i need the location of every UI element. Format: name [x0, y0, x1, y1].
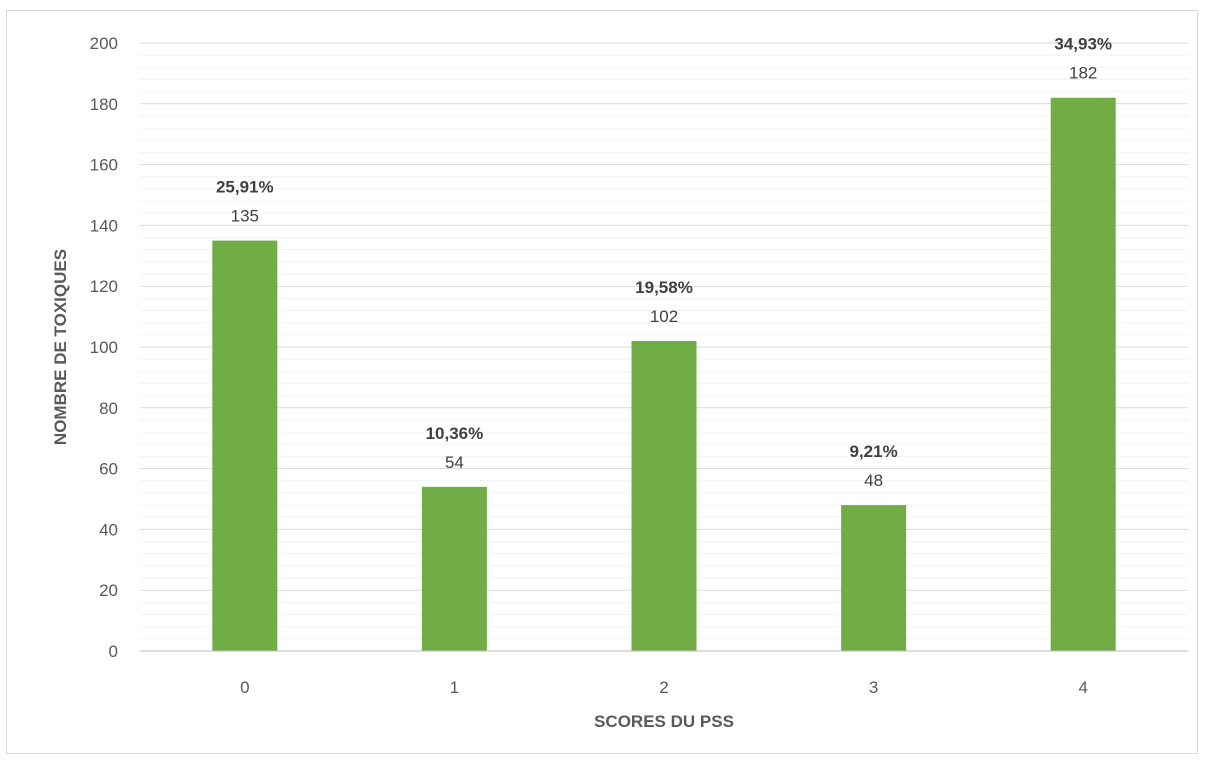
y-tick-label: 140 [90, 216, 118, 235]
value-label: 48 [864, 471, 883, 490]
percent-label: 9,21% [849, 442, 897, 461]
bar-3 [841, 505, 907, 651]
y-tick-label: 0 [109, 642, 118, 661]
value-label: 135 [231, 207, 259, 226]
y-axis-title: NOMBRE DE TOXIQUES [51, 249, 70, 445]
y-tick-label: 100 [90, 338, 118, 357]
y-tick-label: 120 [90, 277, 118, 296]
percent-label: 25,91% [216, 178, 274, 197]
y-tick-labels: 0 20 40 60 80 100 120 140 160 180 200 [90, 34, 118, 661]
percent-label: 10,36% [426, 424, 484, 443]
bar-2 [631, 340, 697, 651]
y-tick-label: 20 [99, 581, 118, 600]
percent-label: 19,58% [635, 278, 693, 297]
bar-1 [421, 486, 487, 651]
x-tick-labels: 0 1 2 3 4 [240, 678, 1088, 697]
x-tick-label: 0 [240, 678, 249, 697]
value-label: 102 [650, 307, 678, 326]
value-label: 182 [1069, 64, 1097, 83]
x-tick-label: 2 [659, 678, 668, 697]
value-label: 54 [445, 453, 464, 472]
x-tick-label: 3 [869, 678, 878, 697]
x-axis-title: SCORES DU PSS [594, 712, 734, 731]
bar-4 [1050, 97, 1116, 652]
data-labels: 135 25,91% 54 10,36% 102 19,58% 48 9,21% 182 34,9… [216, 35, 1112, 490]
y-tick-label: 180 [90, 95, 118, 114]
y-tick-label: 160 [90, 156, 118, 175]
x-tick-label: 1 [450, 678, 459, 697]
bar-0 [212, 240, 278, 651]
y-tick-label: 200 [90, 34, 118, 53]
y-tick-label: 80 [99, 399, 118, 418]
bars [212, 97, 1116, 652]
chart-frame [6, 10, 1198, 754]
y-tick-label: 60 [99, 460, 118, 479]
x-tick-label: 4 [1078, 678, 1087, 697]
y-tick-label: 40 [99, 520, 118, 539]
percent-label: 34,93% [1054, 35, 1112, 54]
